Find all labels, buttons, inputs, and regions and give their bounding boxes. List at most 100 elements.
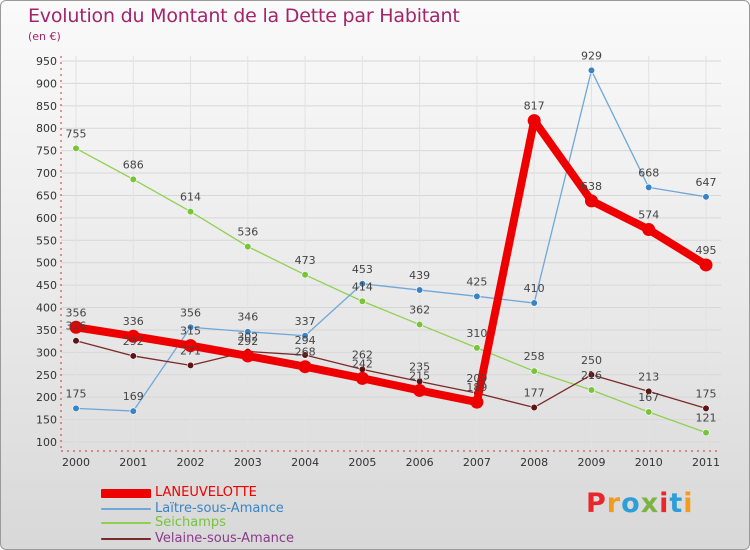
data-point-laneuvelotte (642, 223, 656, 237)
x-tick-label: 2005 (348, 456, 376, 469)
series-line-velaine-sous-amance (75, 340, 707, 410)
data-label-seichamps: 167 (638, 391, 659, 404)
data-point-seichamps (72, 144, 80, 153)
x-tick-label: 2008 (520, 456, 548, 469)
data-label-la-tre-sous-amance: 175 (66, 387, 87, 400)
data-label-la-tre-sous-amance: 410 (524, 282, 545, 295)
data-point-la-tre-sous-amance (645, 183, 653, 192)
x-tick-label: 2000 (62, 456, 90, 469)
data-point-seichamps (530, 367, 538, 375)
x-tick-label: 2002 (177, 456, 205, 469)
data-label-velaine-sous-amance: 175 (696, 387, 717, 400)
data-label-laneuvelotte: 356 (66, 306, 87, 319)
y-tick-label: 900 (36, 77, 57, 90)
proxiti-logo: Proxiti (586, 488, 694, 519)
data-label-seichamps: 536 (237, 226, 258, 239)
logo-letter: t (669, 488, 684, 519)
x-tick-label: 2004 (291, 456, 319, 469)
data-label-velaine-sous-amance: 302 (237, 330, 258, 343)
data-point-la-tre-sous-amance (587, 66, 596, 75)
data-label-seichamps: 258 (524, 350, 545, 363)
data-point-seichamps (473, 344, 481, 352)
legend-label-laitre: Laïtre-sous-Amance (155, 501, 284, 516)
data-label-velaine-sous-amance: 294 (295, 334, 316, 347)
data-label-seichamps: 121 (696, 412, 717, 425)
data-point-laneuvelotte (699, 258, 713, 272)
data-label-laneuvelotte: 336 (123, 315, 144, 328)
y-tick-label: 250 (36, 369, 57, 382)
data-label-laneuvelotte: 268 (295, 346, 316, 359)
data-point-seichamps (301, 271, 309, 279)
y-tick-label: 200 (36, 391, 57, 404)
data-point-la-tre-sous-amance (72, 404, 80, 412)
chart-title: Evolution du Montant de la Dette par Hab… (28, 5, 460, 27)
data-point-la-tre-sous-amance (358, 280, 366, 288)
y-tick-label: 450 (36, 279, 57, 292)
data-label-velaine-sous-amance: 271 (180, 344, 201, 357)
y-tick-label: 350 (36, 324, 57, 337)
legend-label-velaine: Velaine-sous-Amance (155, 531, 295, 546)
data-point-la-tre-sous-amance (301, 332, 309, 340)
data-point-laneuvelotte (355, 371, 369, 385)
data-label-la-tre-sous-amance: 929 (581, 49, 602, 62)
data-point-la-tre-sous-amance (473, 292, 481, 300)
y-tick-label: 700 (36, 167, 57, 180)
data-point-laneuvelotte (241, 349, 255, 363)
data-label-velaine-sous-amance: 292 (123, 335, 144, 348)
data-label-la-tre-sous-amance: 668 (638, 166, 659, 179)
data-point-seichamps (587, 386, 596, 394)
y-tick-label: 850 (36, 100, 57, 113)
y-tick-label: 500 (36, 257, 57, 270)
chart-unit-label: (en €) (28, 30, 61, 43)
data-label-seichamps: 216 (581, 369, 602, 382)
legend-swatch-velaine (101, 538, 151, 540)
data-point-la-tre-sous-amance (129, 407, 137, 415)
data-point-seichamps (416, 320, 424, 329)
y-tick-label: 650 (36, 189, 57, 202)
data-label-seichamps: 686 (123, 158, 144, 171)
data-point-laneuvelotte (184, 339, 198, 353)
data-point-la-tre-sous-amance (530, 299, 538, 307)
data-label-velaine-sous-amance: 262 (352, 348, 373, 361)
x-tick-label: 2011 (692, 456, 720, 469)
logo-letter: r (606, 488, 622, 519)
y-tick-label: 950 (36, 55, 57, 68)
x-tick-label: 2007 (463, 456, 491, 469)
data-label-laneuvelotte: 242 (352, 357, 373, 370)
data-point-la-tre-sous-amance (416, 286, 424, 294)
y-tick-label: 600 (36, 212, 57, 225)
x-tick-label: 2006 (406, 456, 434, 469)
data-point-laneuvelotte (584, 194, 598, 208)
data-label-laneuvelotte: 495 (696, 244, 717, 257)
data-label-velaine-sous-amance: 209 (466, 372, 487, 385)
legend-label-seichamps: Seichamps (155, 515, 226, 530)
data-point-velaine-sous-amance (530, 403, 538, 412)
data-label-velaine-sous-amance: 250 (581, 354, 602, 367)
legend-swatch-laitre (101, 508, 151, 510)
data-label-laneuvelotte: 315 (180, 325, 201, 338)
data-label-seichamps: 362 (409, 304, 430, 317)
data-label-seichamps: 614 (180, 191, 201, 204)
data-point-velaine-sous-amance (587, 371, 596, 379)
data-label-velaine-sous-amance: 326 (66, 320, 87, 333)
data-point-velaine-sous-amance (645, 387, 653, 395)
data-label-la-tre-sous-amance: 439 (409, 269, 430, 282)
logo-letter: o (621, 488, 641, 519)
series-line-seichamps (75, 147, 707, 434)
data-label-la-tre-sous-amance: 453 (352, 263, 373, 276)
data-label-laneuvelotte: 574 (638, 209, 659, 222)
data-point-seichamps (129, 175, 137, 183)
data-label-la-tre-sous-amance: 337 (295, 315, 316, 328)
data-point-laneuvelotte (527, 114, 541, 128)
data-point-seichamps (358, 297, 366, 305)
data-label-laneuvelotte: 215 (409, 369, 430, 382)
logo-letter: P (586, 488, 607, 519)
y-tick-label: 400 (36, 302, 57, 315)
data-label-la-tre-sous-amance: 169 (123, 390, 144, 403)
y-tick-label: 800 (36, 122, 57, 135)
legend-label-laneuvelotte: LANEUVELOTTE (155, 485, 257, 500)
data-point-la-tre-sous-amance (186, 323, 195, 331)
x-tick-label: 2003 (234, 456, 262, 469)
